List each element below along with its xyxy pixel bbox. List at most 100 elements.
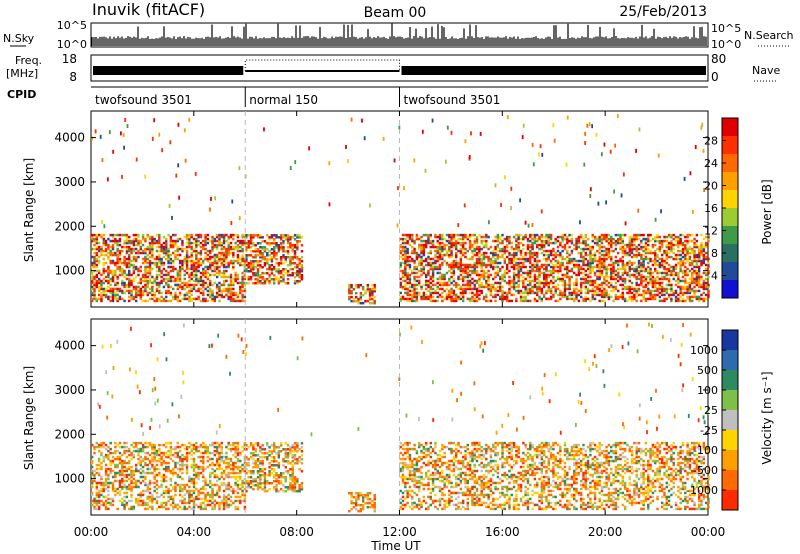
heat-cell [162,249,166,253]
heat-cell [515,251,518,255]
heat-cell [241,263,244,267]
heat-cell [466,267,469,271]
heat-cell [635,235,638,239]
heat-cell [640,257,643,261]
heat-cell [141,261,145,265]
heat-cell [422,269,426,273]
heat-cell [424,241,428,245]
heat-cell [169,243,173,247]
heat-cell [195,237,198,241]
heat-cell [160,243,163,247]
heat-cell [263,240,267,243]
heat-cell [563,247,567,251]
heat-cell [247,254,250,257]
heat-cell [109,239,112,243]
heat-cell [549,269,553,273]
heat-cell [176,277,180,281]
heat-cell [665,291,668,295]
heat-cell [100,483,103,487]
heat-cell [95,499,99,503]
heat-cell [359,283,363,287]
heat-cell [434,249,437,253]
heat-cell [91,499,94,503]
heat-cell [626,285,629,289]
heat-cell [350,283,353,287]
heat-cell [654,237,657,241]
heat-cell [355,299,358,303]
heat-cell [489,257,493,261]
heat-cell [123,245,126,249]
heat-cell [589,275,592,279]
heat-cell [93,291,96,295]
heat-cell [199,271,203,275]
heat-cell [478,289,481,293]
heat-cell [204,271,207,275]
heat-cell [359,295,363,299]
heat-cell [413,295,416,299]
heat-cell [176,275,180,279]
heat-cell [165,245,168,249]
heat-cell [466,263,469,267]
heat-cell [130,281,133,285]
heat-cell [151,247,154,251]
heat-cell [461,271,465,275]
heat-cell [478,259,481,263]
heat-cell [529,287,532,291]
heat-cell [91,275,94,279]
heat-cell [702,245,706,249]
heat-cell [100,295,103,299]
heat-cell [598,299,601,303]
heat-cell [275,252,278,255]
heat-cell [123,241,126,245]
heat-cell [141,279,145,283]
heat-cell [529,253,532,257]
heat-cell [616,251,620,255]
heat-cell [489,259,493,263]
heat-cell [623,247,627,251]
heat-cell [459,237,463,241]
heat-cell [151,243,154,247]
heat-cell [702,253,706,257]
heat-cell [660,281,664,285]
heat-cell [596,263,599,267]
heat-cell [586,263,590,267]
heat-cell [256,234,260,237]
heat-cell [427,279,430,283]
heat-cell [459,263,463,267]
heat-cell [289,165,292,170]
heat-cell [119,131,122,136]
heat-cell [202,269,205,273]
heat-cell [153,279,156,283]
heat-cell [610,239,613,243]
heat-cell [584,297,587,301]
heat-cell [202,289,205,293]
heat-cell [104,269,108,273]
heat-cell [241,255,244,259]
heat-cell [448,249,451,253]
heat-cell [174,249,177,253]
heat-cell [549,259,553,263]
heat-cell [399,269,402,273]
heat-cell [97,481,101,485]
heat-cell [229,299,233,303]
heat-cell [512,265,516,269]
heat-cell [575,287,578,291]
heat-cell [213,265,217,269]
heat-cell [178,195,181,200]
heat-cell [663,267,666,271]
heat-cell [171,267,175,271]
heat-cell [663,277,666,281]
heat-cell [350,117,353,122]
heat-cell [197,295,200,299]
heat-cell [357,299,360,303]
heat-cell [552,277,555,281]
heat-cell [665,235,668,239]
heat-cell [102,455,105,459]
heat-cell [202,261,205,265]
heat-cell [487,299,490,303]
heat-cell [134,255,138,259]
heat-cell [670,241,673,245]
heat-cell [121,273,124,277]
heat-cell [411,289,414,293]
heat-cell [524,233,527,237]
